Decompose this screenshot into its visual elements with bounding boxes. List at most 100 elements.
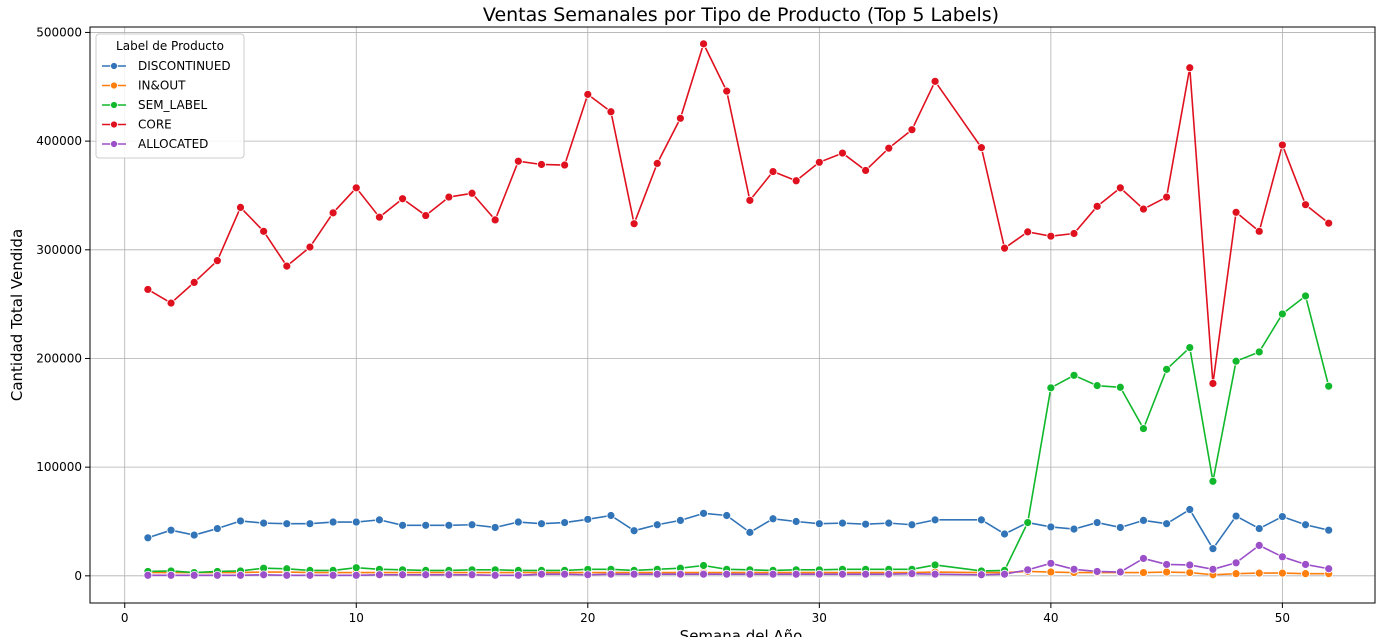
data-point-allocated <box>814 569 824 579</box>
data-point-allocated <box>838 569 847 579</box>
data-point-core <box>629 219 639 229</box>
data-point-allocated <box>699 569 708 579</box>
data-point-sem-label <box>699 561 708 570</box>
data-point-discontinued <box>259 518 269 528</box>
data-point-discontinued <box>1254 524 1264 533</box>
legend-box <box>95 33 245 159</box>
data-point-discontinued <box>699 508 708 518</box>
data-point-core <box>1023 227 1033 237</box>
series-layer <box>143 39 1334 580</box>
legend-swatch-marker <box>110 62 118 70</box>
data-point-core <box>1162 192 1172 202</box>
plot-frame <box>89 26 1376 604</box>
data-point-core <box>259 226 269 236</box>
data-point-discontinued <box>976 515 986 525</box>
data-point-allocated <box>1231 558 1241 568</box>
data-point-discontinued <box>398 520 407 530</box>
data-point-core <box>1254 226 1264 236</box>
legend-title: Label de Producto <box>116 39 224 53</box>
data-point-discontinued <box>189 530 199 540</box>
data-point-discontinued <box>513 517 523 527</box>
data-point-discontinued <box>1208 544 1218 554</box>
data-point-discontinued <box>861 519 871 529</box>
data-point-in-out <box>1301 569 1310 579</box>
data-point-allocated <box>212 570 222 580</box>
data-point-core <box>305 242 315 252</box>
data-point-core <box>351 183 361 193</box>
data-point-discontinued <box>1185 505 1195 514</box>
data-point-discontinued <box>143 533 153 543</box>
data-point-core <box>676 113 685 123</box>
data-point-discontinued <box>1115 523 1125 532</box>
series-line-core <box>147 43 1330 385</box>
data-point-discontinued <box>606 511 616 520</box>
data-point-discontinued <box>629 526 639 536</box>
data-point-allocated <box>1208 564 1218 574</box>
data-point-discontinued <box>652 520 662 530</box>
data-point-allocated <box>537 569 546 579</box>
data-point-core <box>884 143 894 153</box>
legend-label: CORE <box>138 118 172 132</box>
data-point-discontinued <box>560 518 570 527</box>
data-point-allocated <box>1069 564 1079 574</box>
legend-label: DISCONTINUED <box>138 59 231 73</box>
data-point-sem-label <box>930 560 940 570</box>
legend-swatch-marker <box>110 140 118 148</box>
data-point-core <box>907 125 917 135</box>
data-point-allocated <box>1000 569 1009 579</box>
data-point-discontinued <box>166 525 176 535</box>
y-tick-label: 0 <box>74 569 82 583</box>
data-point-allocated <box>1162 560 1172 569</box>
x-tick-label: 0 <box>121 611 129 625</box>
data-point-core <box>606 107 616 117</box>
data-point-in-out <box>1046 567 1056 577</box>
data-point-in-out <box>1254 568 1264 578</box>
series-core <box>143 39 1334 388</box>
data-point-allocated <box>328 570 338 580</box>
data-point-discontinued <box>1000 529 1009 539</box>
data-point-core <box>768 167 778 176</box>
data-point-discontinued <box>1069 524 1079 534</box>
data-point-core <box>745 195 755 205</box>
legend-label: ALLOCATED <box>138 137 208 151</box>
legend-swatch-marker <box>110 81 118 90</box>
data-point-allocated <box>1254 541 1264 550</box>
data-point-discontinued <box>907 520 917 530</box>
data-point-in-out <box>1139 568 1148 577</box>
data-point-in-out <box>1162 567 1172 577</box>
y-axis-ticks: 0 100000 200000 300000 400000 500000 <box>36 25 90 583</box>
data-point-allocated <box>676 569 685 579</box>
data-point-discontinued <box>583 514 593 524</box>
data-point-discontinued <box>236 516 245 526</box>
data-point-allocated <box>398 570 407 580</box>
data-point-discontinued <box>351 517 361 527</box>
data-point-in-out <box>1277 568 1287 578</box>
data-point-allocated <box>768 569 778 579</box>
data-point-sem-label <box>1092 381 1102 391</box>
data-point-sem-label <box>1069 370 1079 380</box>
data-point-sem-label <box>1115 382 1125 392</box>
data-point-sem-label <box>1046 383 1056 393</box>
legend-item-core: CORE <box>102 118 172 132</box>
data-point-core <box>490 215 500 225</box>
legend-item-discontinued: DISCONTINUED <box>102 59 231 73</box>
y-tick-label: 100000 <box>36 460 82 474</box>
data-point-allocated <box>560 569 570 579</box>
legend-item-allocated: ALLOCATED <box>102 137 208 151</box>
data-point-core <box>398 194 407 204</box>
data-point-allocated <box>467 570 477 580</box>
legend-items: DISCONTINUED IN&OUT SEM_LABEL CORE ALLOCATED <box>102 59 231 151</box>
x-tick-label: 10 <box>349 611 364 625</box>
chart-title: Ventas Semanales por Tipo de Producto (T… <box>483 4 999 26</box>
data-point-discontinued <box>490 523 500 532</box>
data-point-allocated <box>1301 560 1310 569</box>
legend: Label de Producto DISCONTINUED IN&OUT SEM_… <box>95 33 245 159</box>
data-point-core <box>375 212 384 222</box>
data-point-core <box>1301 200 1310 210</box>
data-point-allocated <box>791 569 801 579</box>
data-point-core <box>467 188 477 198</box>
y-tick-label: 300000 <box>36 243 82 257</box>
data-point-core <box>652 158 662 168</box>
data-point-core <box>282 261 292 271</box>
